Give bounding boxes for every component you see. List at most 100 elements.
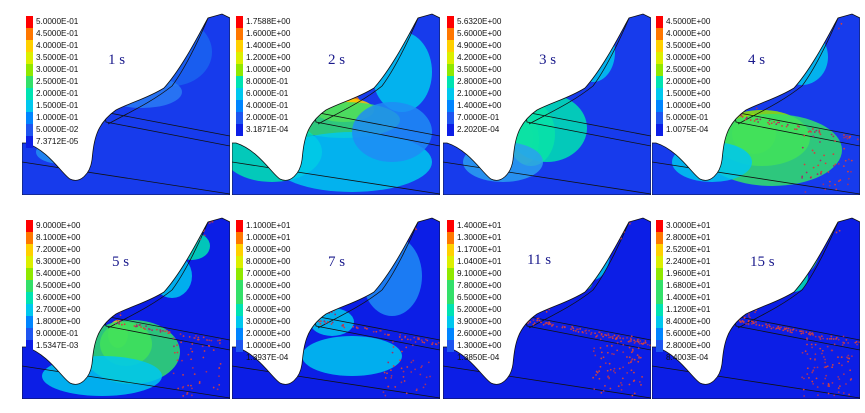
legend-entry: 4.9000E+00 [447,40,501,52]
legend-entry: 2.0000E-01 [236,112,290,124]
legend-value: 1.0000E+01 [246,233,291,242]
legend-entry: 7.2000E+00 [26,244,80,256]
legend-swatch [656,100,663,112]
panel-4s: 4.5000E+00 4.0000E+00 3.5000E+00 3.0000E+00… [652,12,860,195]
legend-entry: 5.0000E-02 [26,124,78,136]
legend-swatch [236,316,243,328]
legend-entry: 3.0000E-01 [26,64,78,76]
legend-entry: 2.0000E+00 [236,328,290,340]
legend-swatch [656,352,663,364]
legend-value: 9.0000E+00 [246,245,291,254]
legend-entry: 4.0000E+00 [236,304,290,316]
legend-swatch [236,76,243,88]
displacement-contour-plot [22,217,230,399]
legend-swatch [447,16,454,28]
time-label: 2 s [328,52,346,68]
displacement-contour-plot [232,217,440,399]
legend-swatch [236,352,243,364]
legend-value: 5.0000E+00 [246,293,291,302]
legend-swatch [236,112,243,124]
legend-swatch [656,40,663,52]
legend-swatch [447,352,454,364]
legend-entry: 9.0000E+00 [26,220,80,232]
legend-swatch [656,52,663,64]
legend-swatch [447,268,454,280]
legend-value: 1.9600E+01 [666,269,711,278]
legend-value: 1.1200E+01 [666,305,711,314]
legend-value: 7.0000E+00 [246,269,291,278]
color-legend: 5.6320E+00 5.6000E+00 4.9000E+00 4.2000E+00… [447,16,501,136]
time-label: 5 s [112,254,130,270]
legend-swatch [236,28,243,40]
displacement-contour-plot [652,217,860,399]
legend-value: 4.0000E-01 [246,101,289,110]
legend-entry: 9.0000E-01 [26,328,80,340]
legend-swatch [447,316,454,328]
legend-entry: 7.3712E-05 [26,136,78,148]
legend-value: 1.4000E+01 [666,293,711,302]
legend-swatch [26,256,33,268]
legend-entry: 1.2000E+00 [236,52,290,64]
legend-entry: 5.0000E-01 [26,16,78,28]
legend-entry: 2.2020E-04 [447,124,501,136]
legend-entry: 1.1000E+01 [236,220,290,232]
legend-swatch [236,124,243,136]
legend-swatch [236,88,243,100]
legend-entry: 2.8000E+00 [447,76,501,88]
legend-entry: 1.6800E+01 [656,280,710,292]
legend-entry: 5.2000E+00 [447,304,501,316]
legend-swatch [236,256,243,268]
legend-swatch [656,268,663,280]
legend-entry: 9.0000E+00 [236,244,290,256]
legend-value: 7.8000E+00 [457,281,502,290]
legend-value: 3.6000E+00 [36,293,81,302]
legend-value: 1.5347E-03 [36,341,79,350]
legend-value: 2.0000E-01 [246,113,289,122]
legend-swatch [656,232,663,244]
legend-entry: 5.0000E+00 [236,292,290,304]
legend-entry: 2.0000E-01 [26,88,78,100]
legend-swatch [656,244,663,256]
legend-entry: 2.1000E+00 [447,88,501,100]
legend-value: 8.4003E-04 [666,353,709,362]
legend-value: 3.5000E+00 [457,65,502,74]
slope-outline [652,217,860,399]
legend-entry: 8.0000E+00 [236,256,290,268]
legend-value: 1.0075E-04 [666,125,709,134]
legend-entry: 1.5347E-03 [26,340,80,352]
legend-entry: 1.4000E+00 [236,40,290,52]
legend-value: 1.5000E+00 [666,89,711,98]
legend-swatch [656,124,663,136]
legend-entry: 6.5000E+00 [447,292,501,304]
legend-entry: 4.5000E+00 [26,280,80,292]
legend-entry: 1.0000E-01 [26,112,78,124]
legend-swatch [26,88,33,100]
legend-swatch [236,292,243,304]
slope-outline [652,13,860,195]
legend-swatch [656,64,663,76]
legend-value: 1.4000E+00 [457,101,502,110]
legend-entry: 2.5000E-01 [26,76,78,88]
legend-entry: 1.0000E+00 [656,100,710,112]
legend-value: 9.0000E+00 [36,221,81,230]
legend-value: 5.0000E-01 [666,113,709,122]
legend-entry: 1.7588E+00 [236,16,290,28]
legend-entry: 3.5000E+00 [447,64,501,76]
legend-value: 7.0000E-01 [457,113,500,122]
legend-swatch [26,40,33,52]
legend-entry: 3.1871E-04 [236,124,290,136]
legend-swatch [26,28,33,40]
legend-value: 7.2000E+00 [36,245,81,254]
legend-value: 1.0000E+00 [666,101,711,110]
legend-swatch [26,100,33,112]
slope-outline [443,13,651,195]
legend-value: 2.0000E-01 [36,89,79,98]
legend-swatch [447,112,454,124]
legend-value: 5.6000E+00 [457,29,502,38]
legend-entry: 3.5000E+00 [656,40,710,52]
legend-value: 5.2000E+00 [457,305,502,314]
legend-swatch [26,76,33,88]
legend-entry: 1.4000E+00 [447,100,501,112]
legend-entry: 2.6000E+00 [447,328,501,340]
panel-15s: 3.0000E+01 2.8000E+01 2.5200E+01 2.2400E+01… [652,216,860,399]
